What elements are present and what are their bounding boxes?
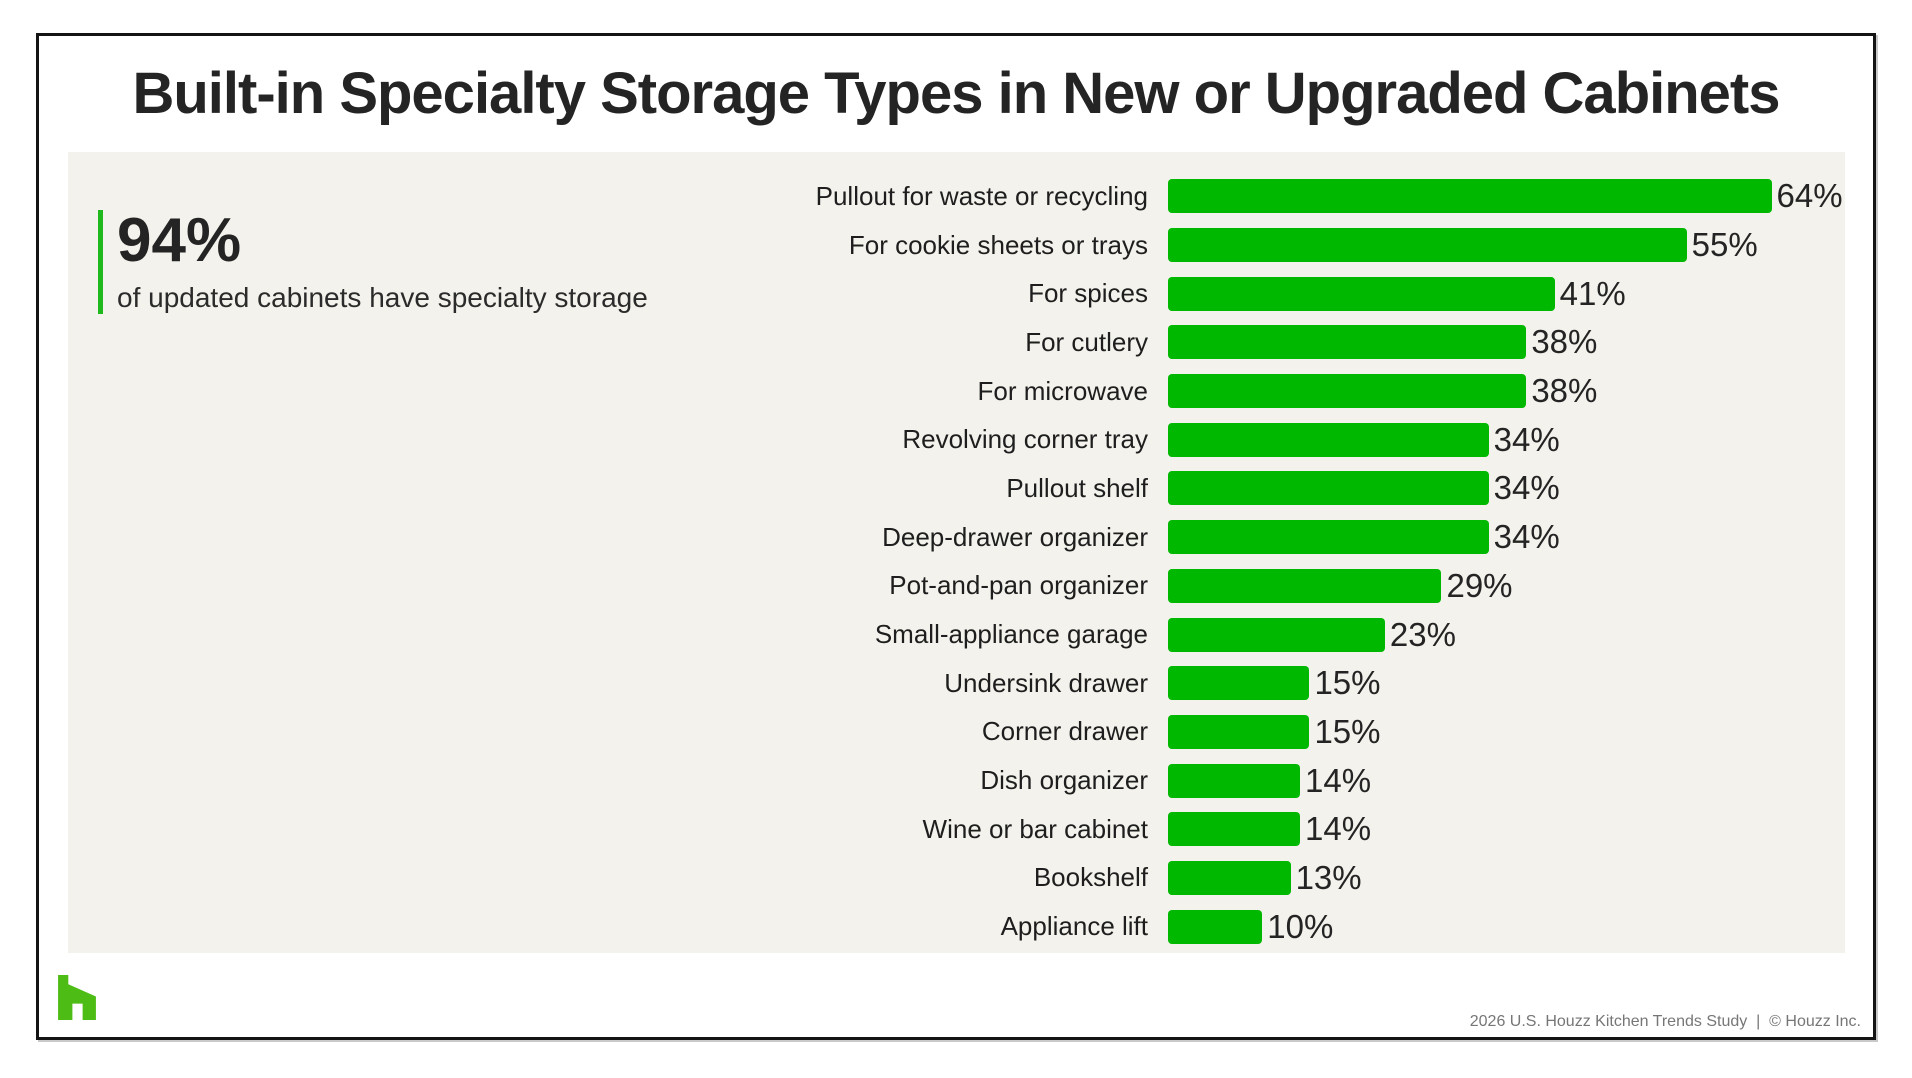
bar-label: Small-appliance garage: [874, 619, 1148, 650]
bar-label: Corner drawer: [981, 716, 1148, 747]
chart-row: Pullout shelf 34%: [68, 464, 1845, 513]
chart-row: Deep-drawer organizer 34%: [68, 513, 1845, 562]
bar-value: 64%: [1776, 177, 1843, 215]
bar-label: For microwave: [977, 375, 1148, 406]
bar: [1168, 276, 1555, 311]
bar-value: 15%: [1314, 712, 1381, 750]
bar-value: 38%: [1531, 372, 1598, 410]
chart-row: For cookie sheets or trays 55%: [68, 221, 1845, 270]
bar-label: For cookie sheets or trays: [848, 229, 1148, 260]
bar: [1168, 666, 1310, 701]
bar-value: 29%: [1446, 566, 1513, 604]
bar-value: 34%: [1493, 518, 1560, 556]
houzz-logo-icon: [58, 975, 96, 1020]
chart-row: Revolving corner tray 34%: [68, 415, 1845, 464]
chart-row: Undersink drawer 15%: [68, 659, 1845, 708]
bar: [1168, 374, 1527, 409]
bar-value: 34%: [1493, 420, 1560, 458]
bar-value: 10%: [1267, 907, 1334, 945]
bar-label: Dish organizer: [980, 765, 1148, 796]
bar: [1168, 714, 1310, 749]
bar-label: Bookshelf: [1033, 862, 1148, 893]
chart-row: Corner drawer 15%: [68, 708, 1845, 757]
page-title: Built-in Specialty Storage Types in New …: [132, 61, 1780, 126]
bar: [1168, 568, 1442, 603]
bar-value: 14%: [1305, 810, 1372, 848]
bar: [1168, 860, 1291, 895]
bar: [1168, 763, 1301, 798]
bar-label: For cutlery: [1025, 326, 1148, 357]
bar-value: 38%: [1531, 323, 1598, 361]
bar-label: Undersink drawer: [944, 667, 1148, 698]
chart-row: Pot-and-pan organizer 29%: [68, 562, 1845, 611]
bar-value: 34%: [1493, 469, 1560, 507]
bar: [1168, 520, 1489, 555]
stat-caption: of updated cabinets have specialty stora…: [117, 282, 648, 313]
chart-row: Dish organizer 14%: [68, 756, 1845, 805]
bar-label: Wine or bar cabinet: [922, 813, 1148, 844]
bar-label: Pullout for waste or recycling: [815, 180, 1148, 211]
chart-row: Pullout for waste or recycling 64%: [68, 172, 1845, 221]
bar: [1168, 471, 1489, 506]
bar-chart: Pullout for waste or recycling 64% For coo…: [68, 172, 1845, 951]
highlight-stat: 94% of updated cabinets have specialty s…: [98, 210, 648, 314]
chart-row: For microwave 38%: [68, 367, 1845, 416]
chart-row: Wine or bar cabinet 14%: [68, 805, 1845, 854]
infographic-card: Built-in Specialty Storage Types in New …: [36, 33, 1876, 1040]
bar: [1168, 228, 1687, 263]
bar: [1168, 812, 1301, 847]
stat-value: 94%: [117, 206, 242, 275]
bar: [1168, 617, 1385, 652]
chart-row: For cutlery 38%: [68, 318, 1845, 367]
chart-row: Appliance lift 10%: [68, 902, 1845, 951]
bar-label: Appliance lift: [1000, 911, 1148, 942]
chart-row: For spices 41%: [68, 269, 1845, 318]
bar-label: Pullout shelf: [1006, 472, 1148, 503]
bar: [1168, 179, 1772, 214]
bar-label: Revolving corner tray: [902, 424, 1148, 455]
bar-value: 13%: [1295, 858, 1362, 896]
bar-value: 15%: [1314, 664, 1381, 702]
bar-value: 41%: [1559, 274, 1626, 312]
bar-value: 14%: [1305, 761, 1372, 799]
bar-label: For spices: [1028, 278, 1148, 309]
chart-row: Small-appliance garage 23%: [68, 610, 1845, 659]
chart-panel: 94% of updated cabinets have specialty s…: [68, 152, 1845, 953]
bar-label: Pot-and-pan organizer: [889, 570, 1148, 601]
chart-row: Bookshelf 13%: [68, 854, 1845, 903]
bar-value: 55%: [1691, 226, 1758, 264]
bar: [1168, 909, 1263, 944]
bar-value: 23%: [1389, 615, 1456, 653]
bar-label: Deep-drawer organizer: [882, 521, 1148, 552]
bar: [1168, 422, 1489, 457]
bar: [1168, 325, 1527, 360]
source-credit: 2026 U.S. Houzz Kitchen Trends Study | ©…: [1469, 1013, 1861, 1030]
